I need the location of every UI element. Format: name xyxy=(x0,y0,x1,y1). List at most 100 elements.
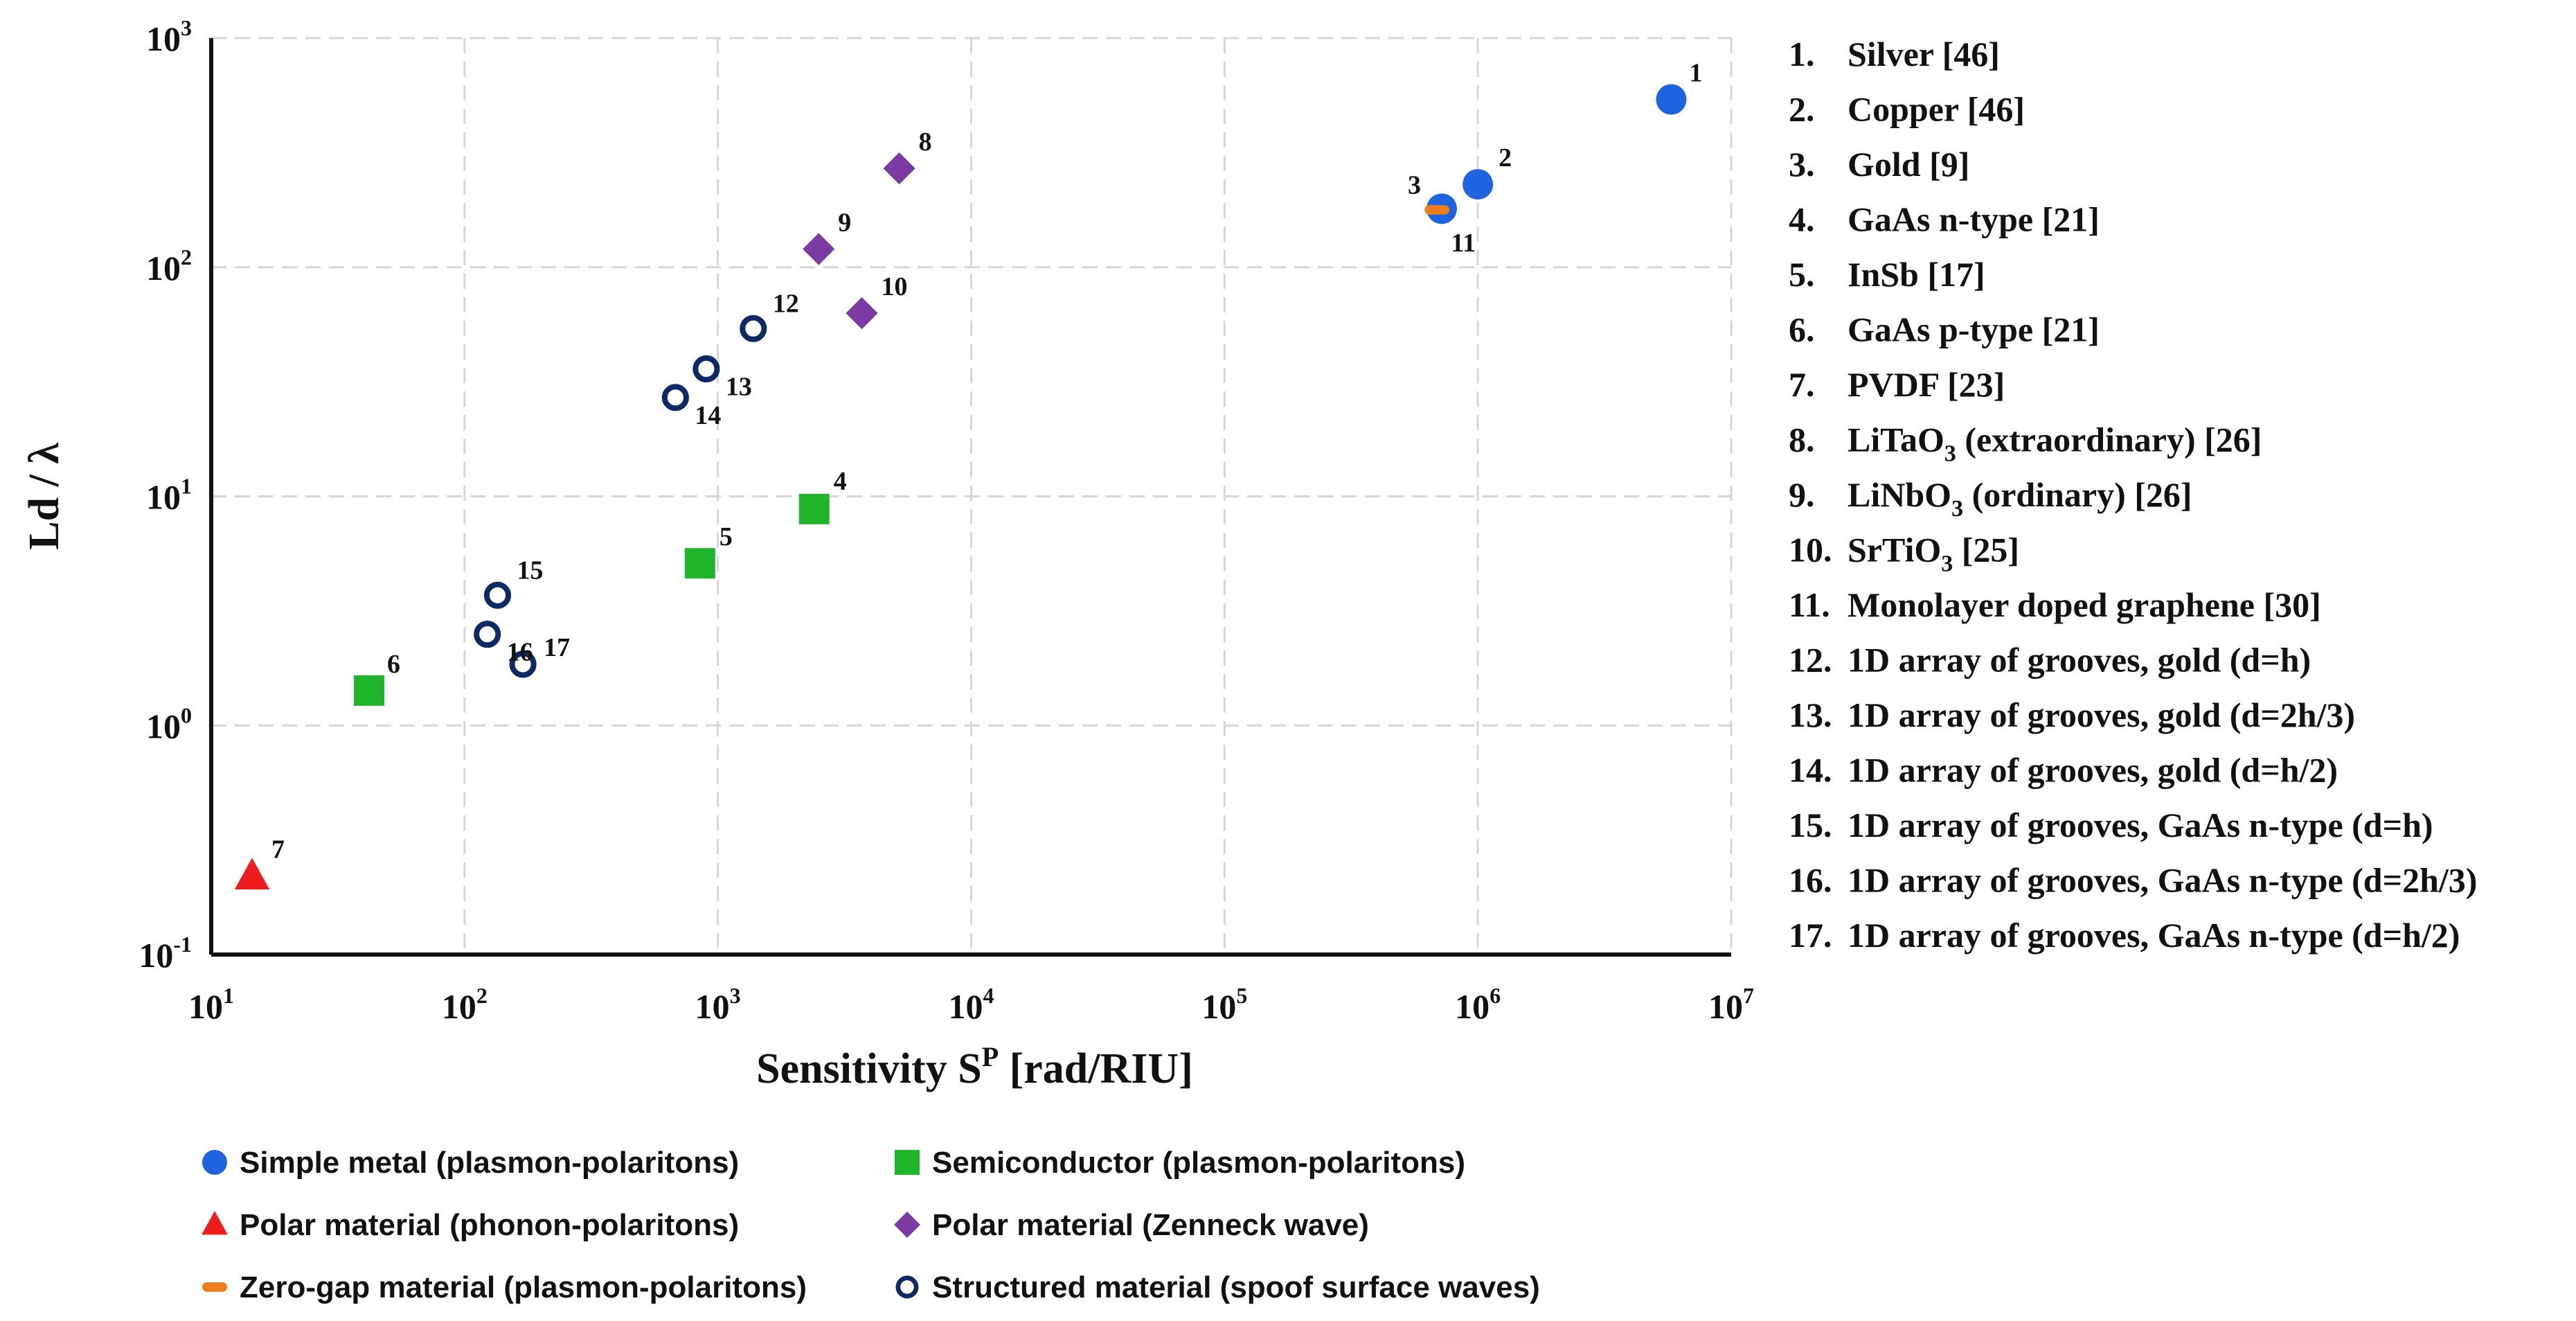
legend-marker xyxy=(202,1282,227,1292)
reference-number: 15. xyxy=(1789,806,1832,844)
data-point-12 xyxy=(740,314,767,342)
point-label-8: 8 xyxy=(919,127,932,157)
legend-marker xyxy=(894,1212,920,1238)
reference-item: GaAs n-type [21] xyxy=(1848,200,2100,239)
reference-item: Gold [9] xyxy=(1848,145,1969,184)
data-point-15 xyxy=(483,581,512,609)
reference-number: 16. xyxy=(1789,861,1832,900)
data-point-7 xyxy=(234,858,270,889)
legend-entry: Semiconductor (plasmon-polaritons) xyxy=(932,1146,1465,1180)
point-label-16: 16 xyxy=(507,638,533,667)
data-point-8 xyxy=(883,152,915,185)
legend-entry: Zero-gap material (plasmon-polaritons) xyxy=(240,1270,807,1304)
data-point-10 xyxy=(846,297,878,330)
point-label-13: 13 xyxy=(726,373,752,402)
point-label-4: 4 xyxy=(834,467,847,496)
reference-item: InSb [17] xyxy=(1848,255,1985,294)
legend-entry: Polar material (phonon-polaritons) xyxy=(240,1208,739,1242)
axes xyxy=(209,38,1731,957)
reference-number: 17. xyxy=(1789,916,1832,955)
reference-item: 1D array of grooves, GaAs n-type (d=2h/3… xyxy=(1848,861,2477,900)
reference-number: 14. xyxy=(1789,751,1832,790)
point-label-6: 6 xyxy=(387,650,400,679)
data-point-6 xyxy=(354,675,385,706)
point-label-17: 17 xyxy=(544,633,570,662)
point-label-10: 10 xyxy=(882,272,908,301)
reference-item: 1D array of grooves, gold (d=h) xyxy=(1848,641,2311,680)
data-point-16 xyxy=(474,621,501,648)
point-label-5: 5 xyxy=(719,522,733,551)
reference-number: 8. xyxy=(1789,420,1815,459)
point-label-2: 2 xyxy=(1499,143,1512,172)
x-tick-label: 107 xyxy=(1708,983,1754,1026)
legend-entry: Structured material (spoof surface waves… xyxy=(932,1270,1540,1304)
data-point-13 xyxy=(692,355,720,383)
data-point-17 xyxy=(509,650,537,678)
data-point-11 xyxy=(1424,205,1450,215)
point-label-12: 12 xyxy=(773,289,799,318)
x-tick-label: 104 xyxy=(949,983,994,1026)
data-point-4 xyxy=(798,493,830,524)
data-point-5 xyxy=(684,548,715,579)
legend-marker xyxy=(895,1150,920,1175)
reference-number: 7. xyxy=(1789,365,1815,404)
y-tick-label: 103 xyxy=(146,15,192,58)
reference-number: 6. xyxy=(1789,310,1815,349)
reference-item: 1D array of grooves, gold (d=h/2) xyxy=(1848,751,2338,790)
reference-number: 11. xyxy=(1789,585,1830,624)
x-axis-title: Sensitivity SP [rad/RIU] xyxy=(756,1041,1193,1092)
reference-number: 9. xyxy=(1789,475,1815,514)
reference-number: 13. xyxy=(1789,695,1832,734)
reference-item: 1D array of grooves, gold (d=2h/3) xyxy=(1848,695,2355,734)
reference-item: SrTiO3 [25] xyxy=(1848,531,2019,577)
grid-lines xyxy=(211,37,1733,955)
reference-item: LiNbO3 (ordinary) [26] xyxy=(1848,475,2192,522)
reference-list: 1. Silver [46] 2. Copper [46] 3. Gold [9] 4. Ga… xyxy=(1789,35,2477,955)
reference-item: PVDF [23] xyxy=(1848,365,2005,404)
legend-marker xyxy=(895,1275,919,1299)
reference-number: 1. xyxy=(1789,35,1815,73)
point-label-3: 3 xyxy=(1408,170,1421,200)
data-point-1 xyxy=(1656,84,1687,115)
y-tick-label: 10-1 xyxy=(138,932,192,975)
legend-entry: Polar material (Zenneck wave) xyxy=(932,1208,1369,1242)
reference-number: 5. xyxy=(1789,255,1815,294)
reference-item: 1D array of grooves, GaAs n-type (d=h/2) xyxy=(1848,916,2460,955)
reference-number: 10. xyxy=(1789,531,1832,569)
reference-item: Copper [46] xyxy=(1848,90,2025,129)
axis-titles: Sensitivity SP [rad/RIU] Ld / λ xyxy=(21,443,1193,1092)
legend-marker xyxy=(202,1211,228,1235)
point-label-1: 1 xyxy=(1689,59,1702,88)
legend-entry: Simple metal (plasmon-polaritons) xyxy=(240,1146,739,1180)
reference-number: 3. xyxy=(1789,145,1815,184)
x-tick-label: 102 xyxy=(442,983,488,1026)
y-axis-title: Ld / λ xyxy=(21,443,68,550)
x-tick-label: 106 xyxy=(1455,983,1501,1026)
point-label-11: 11 xyxy=(1451,229,1476,258)
data-point-14 xyxy=(661,384,689,411)
y-tick-label: 101 xyxy=(146,474,192,517)
x-tick-label: 101 xyxy=(188,983,234,1026)
reference-number: 12. xyxy=(1789,641,1832,680)
point-label-9: 9 xyxy=(838,209,851,238)
reference-item: 1D array of grooves, GaAs n-type (d=h) xyxy=(1848,806,2433,844)
y-tick-label: 100 xyxy=(146,702,192,745)
reference-item: LiTaO3 (extraordinary) [26] xyxy=(1848,420,2262,467)
reference-item: Silver [46] xyxy=(1848,35,2000,73)
point-label-7: 7 xyxy=(271,835,285,865)
x-tick-label: 103 xyxy=(695,983,741,1026)
data-point-2 xyxy=(1463,169,1494,200)
reference-number: 4. xyxy=(1789,200,1815,239)
reference-item: Monolayer doped graphene [30] xyxy=(1848,585,2321,624)
legend-marker xyxy=(202,1150,227,1175)
legend: Simple metal (plasmon-polaritons) Semicon… xyxy=(202,1146,1540,1304)
point-label-15: 15 xyxy=(517,556,544,585)
reference-number: 2. xyxy=(1789,90,1815,129)
x-tick-label: 105 xyxy=(1201,983,1247,1026)
point-label-14: 14 xyxy=(695,401,721,430)
reference-item: GaAs p-type [21] xyxy=(1848,310,2100,349)
y-tick-label: 102 xyxy=(146,245,192,287)
